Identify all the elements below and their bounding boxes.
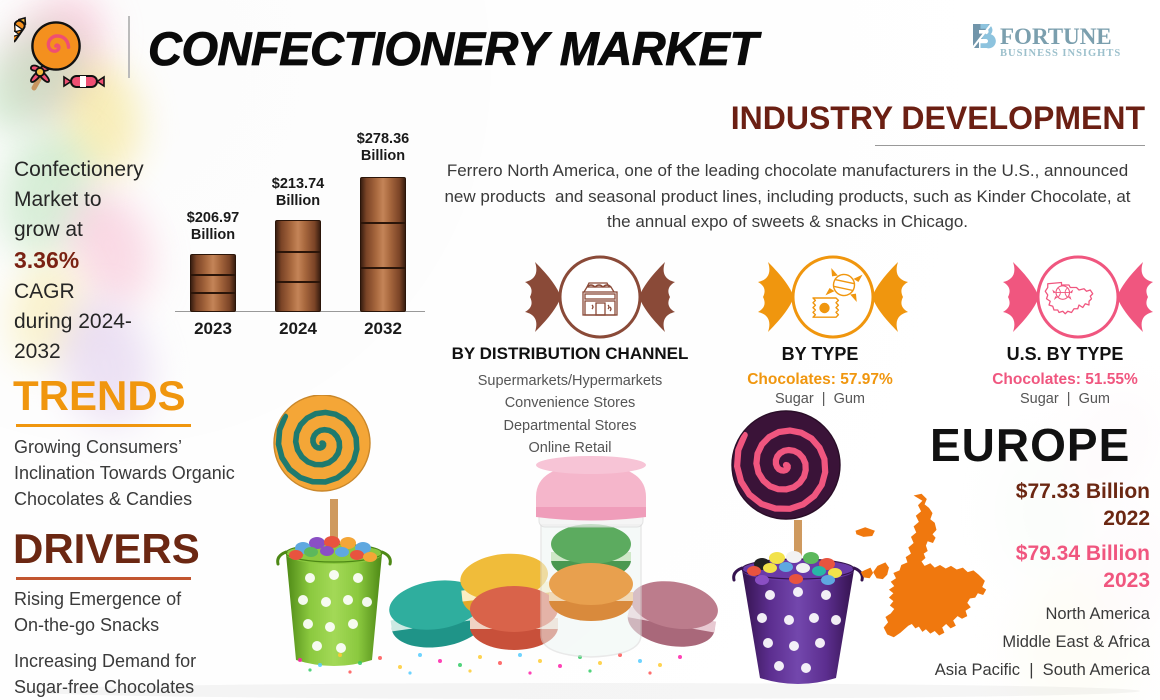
svg-text:BUSINESS INSIGHTS: BUSINESS INSIGHTS — [1000, 48, 1121, 59]
svg-text:FORTUNE: FORTUNE — [1000, 24, 1112, 49]
